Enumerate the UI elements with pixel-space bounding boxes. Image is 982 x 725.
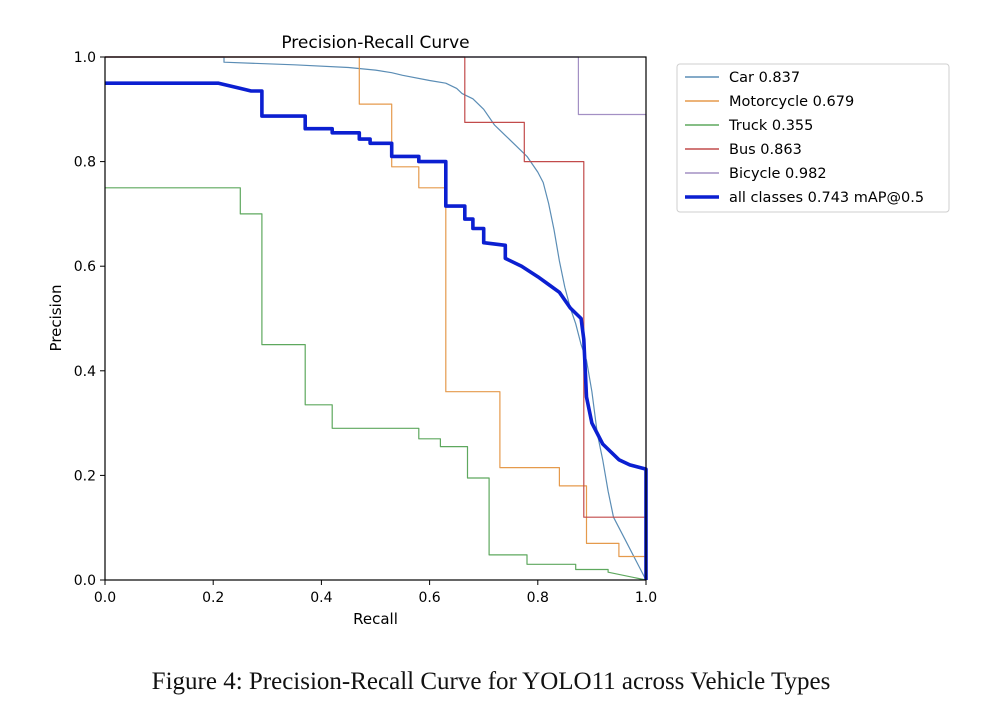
series-line-4 [105,56,647,580]
x-tick-label: 0.0 [94,590,116,606]
x-tick-label: 0.2 [202,590,224,606]
plot-frame [104,56,647,581]
legend-label: Bicycle 0.982 [729,166,827,182]
series-layer [105,56,648,581]
chart-title: Precision-Recall Curve [281,33,469,53]
x-tick-label: 0.6 [418,590,440,606]
y-tick-label: 0.0 [74,573,96,589]
y-tick-label: 0.2 [74,468,96,484]
legend-label: all classes 0.743 mAP@0.5 [729,190,924,206]
y-axis-label: Precision [47,285,65,352]
x-tick-label: 0.4 [310,590,332,606]
x-tick-label: 0.8 [527,590,549,606]
y-tick-label: 0.6 [74,259,96,275]
figure-caption: Figure 4: Precision-Recall Curve for YOL… [151,668,831,695]
ticks-layer: 0.0 0.2 0.4 0.6 0.8 1.0 0.0 0.2 0.4 0.6 0.8 1.0 [74,50,657,606]
x-tick-label: 1.0 [635,590,657,606]
legend-label: Truck 0.355 [728,118,813,134]
x-axis-label: Recall [353,610,398,628]
legend-label: Car 0.837 [729,70,800,86]
series-line-2 [105,187,647,581]
legend-label: Motorcycle 0.679 [729,94,854,110]
legend: Car 0.837 Motorcycle 0.679 Truck 0.355 Bus … [676,63,950,213]
legend-label: Bus 0.863 [729,142,802,158]
series-line-5 [105,81,648,580]
series-line-0 [105,56,647,581]
legend-box [676,63,950,213]
y-tick-label: 1.0 [74,50,96,66]
y-tick-label: 0.4 [74,364,96,380]
series-line-1 [105,56,647,580]
legend-items: Car 0.837 Motorcycle 0.679 Truck 0.355 Bus … [685,70,924,206]
pr-curve-chart: 0.0 0.2 0.4 0.6 0.8 1.0 0.0 0.2 0.4 0.6 0.8 1.0 Pre… [47,33,950,628]
series-line-3 [105,56,647,580]
y-tick-label: 0.8 [74,155,96,171]
